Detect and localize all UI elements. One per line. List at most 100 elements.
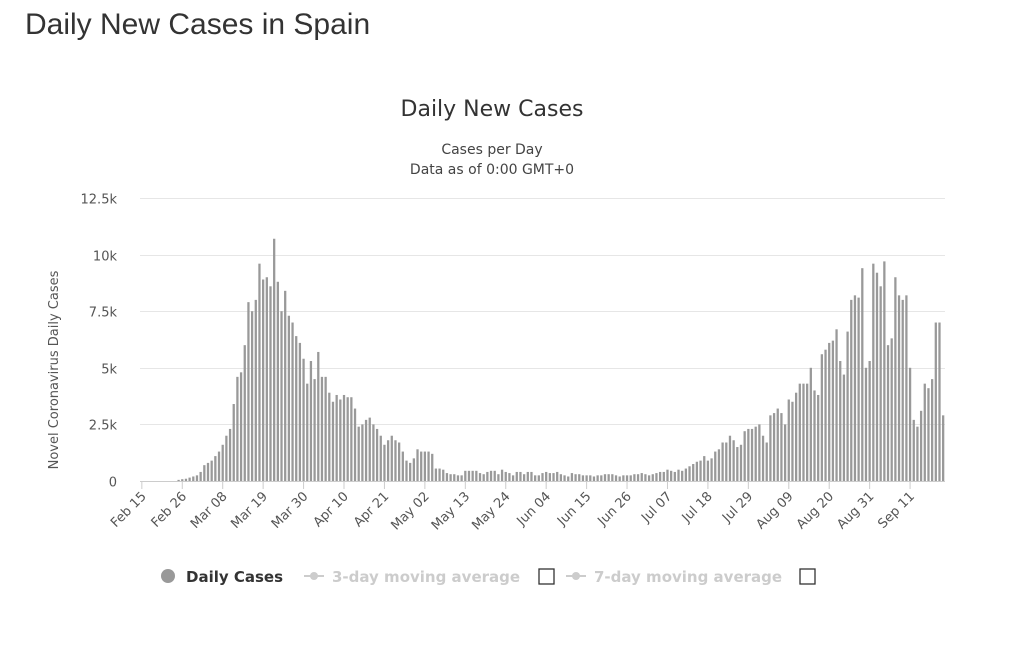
bar[interactable] — [600, 475, 603, 481]
bar[interactable] — [383, 444, 386, 481]
bar[interactable] — [820, 354, 823, 481]
bar[interactable] — [839, 361, 842, 481]
bar[interactable] — [331, 401, 335, 481]
bar[interactable] — [493, 470, 496, 481]
bar[interactable] — [276, 281, 279, 481]
bar[interactable] — [313, 379, 316, 481]
bar[interactable] — [188, 477, 191, 481]
bar[interactable] — [545, 471, 548, 481]
bar[interactable] — [717, 449, 721, 481]
bar[interactable] — [883, 261, 886, 481]
bar[interactable] — [357, 426, 360, 481]
bar[interactable] — [184, 478, 188, 481]
bar[interactable] — [908, 367, 912, 481]
bar[interactable] — [787, 399, 790, 482]
bar[interactable] — [743, 431, 746, 481]
bar[interactable] — [647, 475, 651, 481]
bar[interactable] — [739, 444, 743, 481]
bar[interactable] — [592, 476, 596, 481]
bar[interactable] — [467, 470, 471, 481]
bar[interactable] — [629, 475, 632, 481]
bar[interactable] — [368, 417, 371, 481]
bar[interactable] — [295, 336, 298, 481]
bar[interactable] — [401, 451, 404, 481]
bar[interactable] — [813, 390, 816, 481]
bar[interactable] — [489, 470, 493, 481]
bar[interactable] — [475, 470, 478, 481]
bar[interactable] — [670, 470, 673, 481]
bar[interactable] — [353, 408, 357, 481]
bar[interactable] — [442, 469, 445, 481]
bar[interactable] — [478, 473, 482, 481]
bar[interactable] — [541, 473, 544, 481]
bar[interactable] — [361, 424, 364, 481]
bar[interactable] — [872, 263, 875, 481]
bar[interactable] — [350, 397, 353, 481]
bar[interactable] — [923, 383, 926, 481]
bar[interactable] — [611, 474, 614, 481]
bar[interactable] — [666, 469, 669, 481]
bar[interactable] — [453, 474, 456, 481]
bar[interactable] — [460, 475, 463, 481]
bar[interactable] — [934, 322, 937, 481]
bar[interactable] — [688, 466, 691, 481]
bar[interactable] — [379, 435, 382, 481]
bar[interactable] — [320, 376, 324, 481]
bar[interactable] — [721, 442, 724, 481]
bar[interactable] — [728, 435, 732, 481]
bar[interactable] — [364, 419, 368, 481]
bar[interactable] — [769, 415, 772, 481]
bar[interactable] — [390, 435, 393, 481]
bar[interactable] — [589, 475, 592, 481]
bar[interactable] — [398, 442, 401, 481]
bar[interactable] — [754, 426, 757, 481]
bar[interactable] — [309, 361, 313, 481]
bar[interactable] — [842, 374, 846, 481]
bar[interactable] — [342, 394, 346, 481]
bar[interactable] — [625, 475, 629, 481]
bar[interactable] — [339, 399, 342, 482]
bar[interactable] — [497, 474, 500, 481]
bar[interactable] — [225, 435, 228, 481]
bar[interactable] — [486, 471, 489, 481]
bar[interactable] — [192, 476, 195, 481]
bar[interactable] — [622, 475, 625, 481]
legend-item-daily-cases[interactable]: Daily Cases — [161, 568, 283, 586]
bar[interactable] — [537, 475, 540, 481]
bar[interactable] — [596, 475, 599, 481]
bar[interactable] — [177, 479, 180, 481]
bar[interactable] — [500, 469, 504, 481]
bar[interactable] — [556, 471, 559, 481]
bar[interactable] — [879, 286, 882, 481]
bar[interactable] — [214, 456, 217, 481]
bar[interactable] — [905, 295, 908, 481]
bar[interactable] — [416, 449, 419, 481]
bar[interactable] — [239, 372, 243, 481]
bar[interactable] — [559, 474, 563, 481]
bar[interactable] — [919, 410, 923, 481]
legend-item-3-day-average[interactable]: 3-day moving average — [304, 568, 520, 586]
bar[interactable] — [386, 440, 390, 481]
bar[interactable] — [761, 435, 765, 481]
bar[interactable] — [236, 376, 239, 481]
bar[interactable] — [942, 415, 945, 481]
bar[interactable] — [427, 451, 430, 481]
bar[interactable] — [817, 394, 820, 481]
bar[interactable] — [681, 470, 684, 481]
bar[interactable] — [850, 299, 853, 481]
bar[interactable] — [794, 392, 798, 481]
bar[interactable] — [868, 361, 871, 481]
bar[interactable] — [695, 461, 699, 481]
bar[interactable] — [515, 471, 518, 481]
bar[interactable] — [853, 295, 857, 481]
bar[interactable] — [254, 299, 257, 481]
bar[interactable] — [916, 426, 919, 481]
bar[interactable] — [482, 474, 485, 481]
bar[interactable] — [875, 272, 879, 481]
bar[interactable] — [445, 473, 449, 481]
bar[interactable] — [809, 367, 812, 481]
bar[interactable] — [658, 471, 662, 481]
bar[interactable] — [519, 471, 522, 481]
bar[interactable] — [603, 474, 607, 481]
bar[interactable] — [927, 388, 930, 481]
